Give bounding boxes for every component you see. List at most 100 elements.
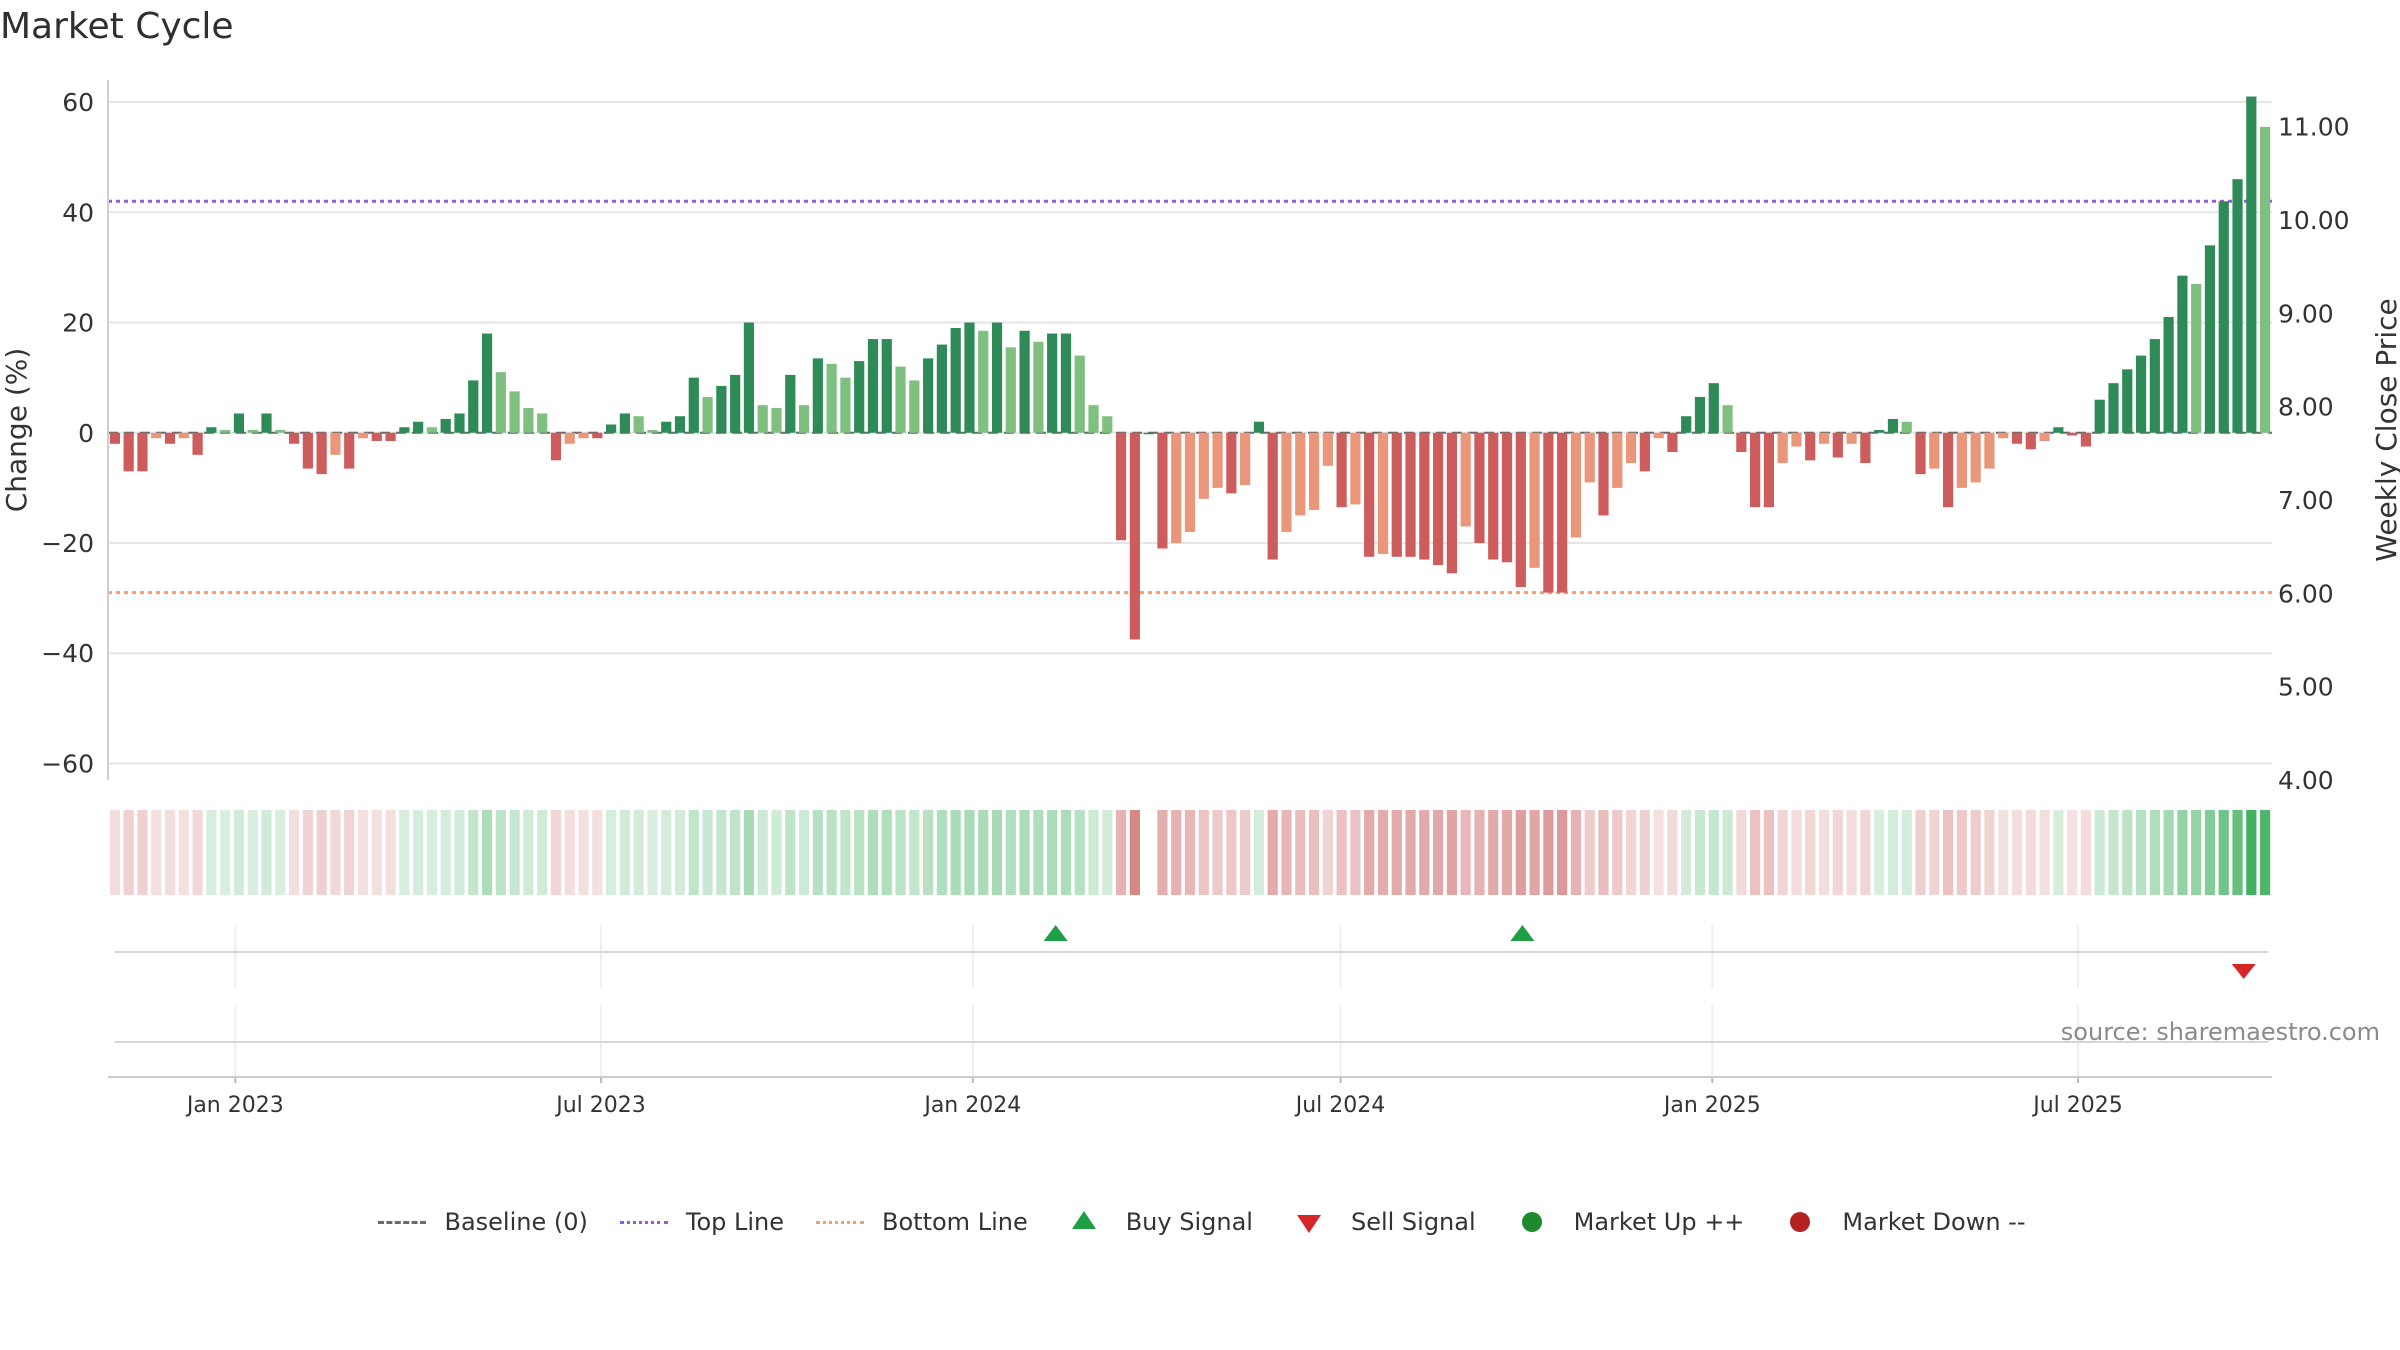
bar <box>495 372 506 433</box>
bar <box>1970 432 1981 483</box>
bar <box>1074 355 1085 433</box>
bar <box>1874 430 1885 433</box>
heat-cell <box>1198 810 1209 895</box>
y-tick-label: 40 <box>62 198 94 227</box>
heat-cell <box>826 810 837 895</box>
heat-cell <box>2204 810 2216 895</box>
heat-cell <box>1874 810 1885 895</box>
bar <box>1157 432 1168 549</box>
bar <box>1350 432 1361 505</box>
bar <box>688 377 699 433</box>
heat-cell <box>537 810 548 895</box>
bar <box>1722 405 1733 433</box>
legend-label: Market Down -- <box>1842 1208 2026 1236</box>
bar <box>1929 432 1940 469</box>
heat-cell <box>192 810 203 895</box>
heat-cell <box>1446 810 1457 895</box>
legend-label: Market Up ++ <box>1573 1208 1745 1236</box>
bar <box>1198 432 1209 499</box>
bar <box>1570 432 1582 538</box>
heat-cell <box>702 810 713 895</box>
bar <box>178 432 189 439</box>
legend-item-market-up: Market Up ++ <box>1504 1208 1745 1236</box>
heat-cell <box>2260 810 2271 895</box>
legend-label: Top Line <box>685 1208 785 1236</box>
heat-cell <box>1005 810 1016 895</box>
bar <box>1033 341 1044 433</box>
heat-cell <box>1639 810 1650 895</box>
bar <box>1047 333 1058 433</box>
bar <box>1102 416 1113 433</box>
bar <box>950 328 961 433</box>
bar <box>1184 432 1196 532</box>
bar <box>1336 432 1347 508</box>
bar <box>1625 432 1637 464</box>
bar <box>867 339 879 433</box>
bar <box>2232 179 2243 433</box>
heat-cell <box>688 810 699 895</box>
heat-cell <box>1322 810 1333 895</box>
bar <box>537 413 548 433</box>
heat-cell <box>440 810 451 895</box>
heat-cell <box>964 810 975 895</box>
heat-cell <box>1984 810 1995 895</box>
bar <box>1584 432 1595 483</box>
bar <box>247 430 258 433</box>
bar <box>2025 432 2036 450</box>
heat-cell <box>1942 810 1954 895</box>
heat-cell <box>1047 810 1058 895</box>
bar <box>1143 432 1154 435</box>
bar <box>413 421 424 433</box>
heat-cell <box>1350 810 1361 895</box>
bar <box>592 432 603 439</box>
bar <box>1446 432 1457 574</box>
bar <box>1419 432 1430 560</box>
heat-cell <box>523 810 534 895</box>
heat-cell <box>1267 810 1278 895</box>
heat-cell <box>137 810 148 895</box>
heat-cell <box>2191 810 2202 895</box>
y-tick-label: 0 <box>78 419 94 448</box>
legend: Baseline (0) Top Line Bottom Line Buy Si… <box>0 1208 2400 1236</box>
x-tick-label: Jul 2025 <box>2031 1093 2123 1118</box>
heat-cell <box>798 810 810 895</box>
bar <box>716 385 727 433</box>
bar <box>826 363 837 433</box>
heat-cell <box>2080 810 2092 895</box>
heat-cell <box>895 810 906 895</box>
bar <box>1805 432 1816 461</box>
heat-cell <box>854 810 865 895</box>
heat-cell <box>771 810 782 895</box>
bar <box>1915 432 1926 475</box>
heat-cell <box>1419 810 1430 895</box>
bar <box>1364 432 1375 557</box>
signal-panel <box>115 925 2268 988</box>
bar <box>1750 432 1761 508</box>
legend-item-baseline: Baseline (0) <box>374 1208 588 1236</box>
heat-cell <box>1129 810 1140 895</box>
heat-cell <box>1281 810 1292 895</box>
bar <box>702 396 713 433</box>
legend-label: Sell Signal <box>1350 1208 1476 1236</box>
heat-cell <box>1336 810 1347 895</box>
heat-cell <box>881 810 892 895</box>
heat-cell <box>1184 810 1196 895</box>
heat-cell <box>1226 810 1237 895</box>
bar <box>1763 432 1774 508</box>
bar <box>2067 432 2078 436</box>
y2-axis-label: Weekly Close Price <box>2370 298 2400 561</box>
bar <box>1846 432 1857 444</box>
bar <box>1377 432 1389 555</box>
legend-item-sell-signal: Sell Signal <box>1281 1208 1476 1236</box>
heat-cell <box>867 810 879 895</box>
bar <box>564 432 575 444</box>
heat-cell <box>1433 810 1444 895</box>
heat-cell <box>178 810 189 895</box>
bar <box>523 407 534 433</box>
bar <box>2204 245 2216 433</box>
heat-cell <box>812 810 823 895</box>
heat-cell <box>840 810 851 895</box>
bar <box>1998 432 2009 439</box>
bar <box>1488 432 1499 560</box>
